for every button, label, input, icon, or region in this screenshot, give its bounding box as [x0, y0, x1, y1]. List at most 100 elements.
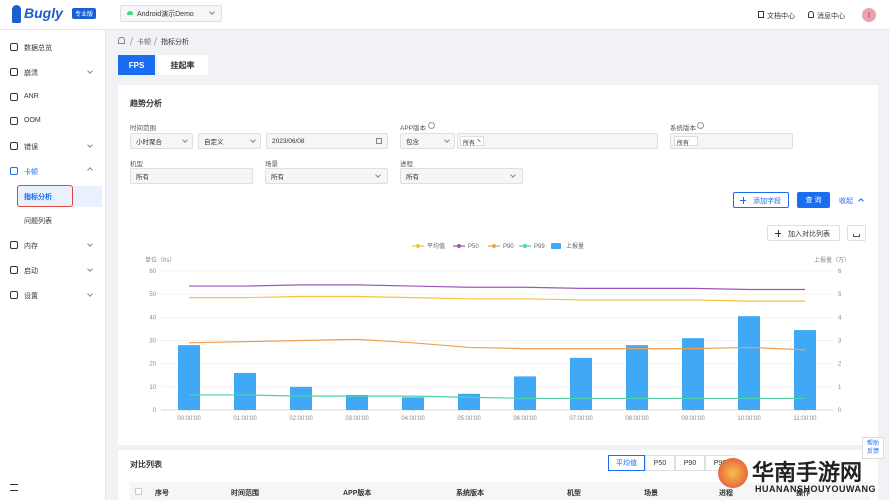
- sidebar-item[interactable]: 启动: [24, 268, 38, 275]
- filter-label: APP版本: [400, 125, 427, 132]
- bar: [234, 372, 256, 410]
- select[interactable]: 包含: [400, 133, 455, 149]
- y2-tick-label: 2: [838, 362, 842, 368]
- bar: [346, 394, 368, 410]
- y2-tick-label: 4: [838, 315, 842, 321]
- help-text: 反馈: [866, 449, 879, 455]
- tag-input[interactable]: [670, 133, 793, 149]
- legend-swatch: [551, 243, 561, 249]
- plus: [778, 230, 779, 237]
- column-header: 进程: [719, 490, 733, 497]
- calendar-icon: [376, 138, 382, 144]
- metric-tab-active[interactable]: 平均值: [608, 455, 645, 471]
- y2-tick-label: 0: [838, 408, 842, 414]
- bar: [738, 316, 760, 410]
- x-tick-label: 03:00:00: [345, 416, 369, 422]
- app-name: Android演示Demo: [137, 11, 194, 18]
- input[interactable]: 所有: [130, 168, 253, 184]
- column-header: 机型: [567, 490, 581, 497]
- add-field-button[interactable]: 添加字段: [733, 192, 789, 208]
- sidebar-icon: [10, 167, 18, 175]
- tab[interactable]: 挂起率: [157, 55, 208, 75]
- android-icon: [127, 11, 133, 15]
- help-float[interactable]: 帮助 反馈: [862, 437, 884, 459]
- line: [189, 284, 805, 291]
- help-icon[interactable]: [428, 122, 435, 129]
- sidebar-item[interactable]: 数据总览: [24, 45, 52, 52]
- metric-tab[interactable]: P90: [675, 455, 705, 471]
- column-header: 时间范围: [231, 490, 259, 497]
- bar: [290, 386, 312, 410]
- active-item-bg: [17, 186, 102, 207]
- watermark: 华南手游网: [752, 460, 863, 485]
- add-compare-button[interactable]: 加入对比列表: [767, 225, 840, 241]
- bar: [458, 393, 480, 410]
- legend-label: 上报量: [566, 242, 584, 250]
- docs-icon: [758, 11, 764, 18]
- home-icon[interactable]: [118, 37, 125, 44]
- y-tick-label: 20: [149, 362, 156, 368]
- sidebar-item[interactable]: 卡顿: [24, 169, 38, 176]
- select[interactable]: 所有: [400, 168, 523, 184]
- sidebar: [0, 30, 106, 500]
- y2-tick-label: 5: [838, 292, 842, 298]
- bar: [682, 338, 704, 410]
- section-title: 趋势分析: [130, 99, 162, 108]
- select[interactable]: 自定义: [198, 133, 261, 149]
- tab-active[interactable]: FPS: [118, 55, 155, 75]
- table-header: [130, 482, 870, 500]
- logo-icon: [12, 5, 21, 23]
- sidebar-icon: [10, 291, 18, 299]
- sidebar-item[interactable]: 崩溃: [24, 70, 38, 77]
- legend-swatch: [523, 244, 527, 248]
- collapse-icon[interactable]: [10, 484, 18, 491]
- sidebar-subitem[interactable]: 问题列表: [24, 218, 52, 225]
- select[interactable]: 所有: [265, 168, 388, 184]
- app-selector[interactable]: [120, 5, 222, 22]
- checkbox[interactable]: [135, 488, 142, 495]
- filter-label: 场景: [265, 161, 278, 168]
- download-button[interactable]: [847, 225, 866, 241]
- legend-label: 平均值: [427, 242, 445, 250]
- y2-tick-label: 6: [838, 269, 842, 275]
- plus: [743, 197, 744, 204]
- logo[interactable]: Bugly: [24, 5, 63, 21]
- y2-tick-label: 3: [838, 339, 842, 345]
- sidebar-item[interactable]: 设置: [24, 293, 38, 300]
- sidebar-item[interactable]: ANR: [24, 93, 39, 100]
- sidebar-item[interactable]: 错误: [24, 144, 38, 151]
- date-picker[interactable]: 2023/06/08: [266, 133, 388, 149]
- breadcrumb-item[interactable]: 卡顿: [137, 39, 151, 46]
- messages-link[interactable]: 消息中心: [817, 13, 845, 20]
- bar: [570, 357, 592, 410]
- help-text: 帮助: [866, 441, 879, 447]
- x-tick-label: 01:00:00: [233, 416, 257, 422]
- sidebar-item[interactable]: OOM: [24, 117, 41, 124]
- avatar[interactable]: I: [862, 8, 876, 22]
- tag-input[interactable]: [457, 133, 658, 149]
- sidebar-subitem[interactable]: 指标分析: [24, 194, 52, 201]
- tag: 所有: [460, 136, 484, 147]
- edition-badge: 专业版: [72, 8, 97, 19]
- x-tick-label: 05:00:00: [457, 416, 481, 422]
- x-tick-label: 02:00:00: [289, 416, 313, 422]
- query-button[interactable]: 查 询: [797, 192, 830, 208]
- y-tick-label: 50: [149, 292, 156, 298]
- tag: 所有: [674, 136, 698, 147]
- x-tick-label: 04:00:00: [401, 416, 425, 422]
- download-icon: [853, 234, 860, 237]
- sidebar-icon: [10, 43, 18, 51]
- docs-link[interactable]: 文档中心: [767, 13, 795, 20]
- help-icon[interactable]: [697, 122, 704, 129]
- y-axis-title: 单位（f/s）: [145, 256, 175, 264]
- metric-tab[interactable]: P50: [645, 455, 675, 471]
- sidebar-item[interactable]: 内存: [24, 243, 38, 250]
- select[interactable]: 小时聚合: [130, 133, 193, 149]
- x-tick-label: 09:00:00: [681, 416, 705, 422]
- legend-label: P90: [503, 244, 514, 250]
- compare-title: 对比列表: [130, 460, 162, 469]
- line: [189, 394, 805, 400]
- collapse-link[interactable]: 收起: [839, 198, 853, 205]
- line: [188, 338, 806, 351]
- y-tick-label: 10: [149, 385, 156, 391]
